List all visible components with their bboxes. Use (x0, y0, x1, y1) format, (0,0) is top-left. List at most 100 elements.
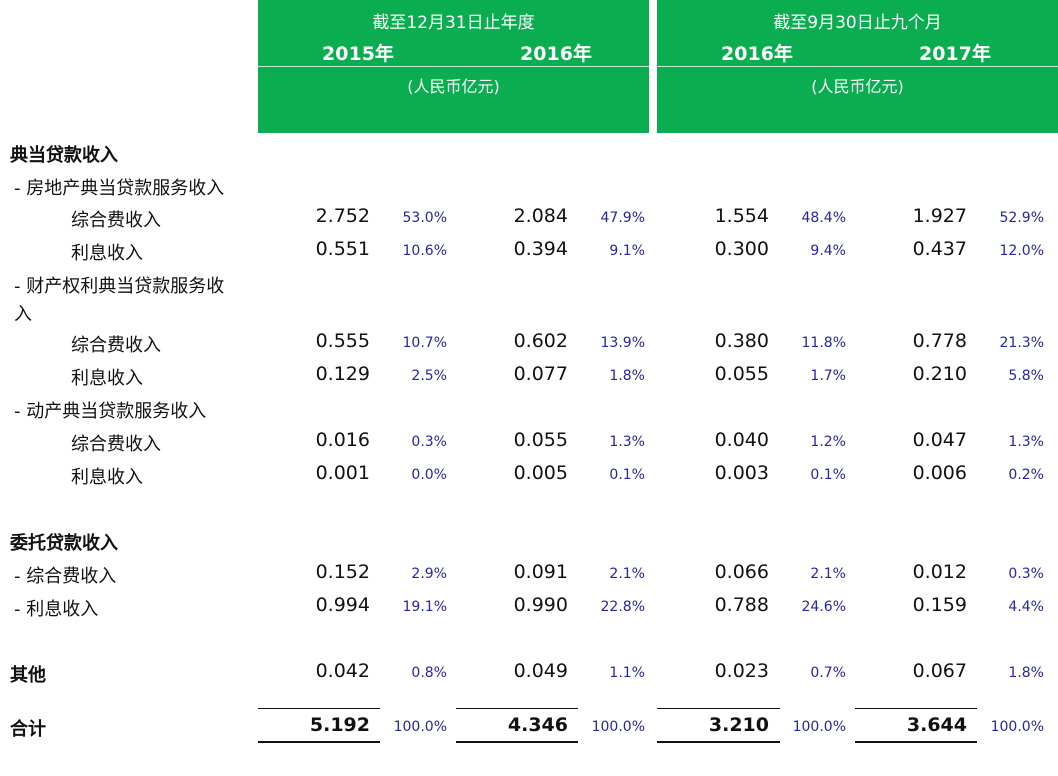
amount-cell: 0.047 (912, 429, 967, 451)
row-label: 利息收入 (71, 368, 143, 389)
amount-cell: 0.394 (513, 238, 568, 260)
row-label: 其他 (10, 665, 46, 686)
percent-cell: 1.7% (810, 368, 846, 384)
amount-cell: 0.152 (315, 561, 370, 583)
row-label: 综合费收入 (71, 210, 161, 231)
amount-cell: 0.042 (315, 660, 370, 682)
percent-cell: 2.1% (609, 566, 645, 582)
amount-cell: 0.380 (714, 330, 769, 352)
amount-cell: 0.551 (315, 238, 370, 260)
percent-cell: 0.2% (1008, 467, 1044, 483)
table-row: 利息收入 0.129 2.5% 0.077 1.8% 0.055 1.7% 0.210 5.8% (0, 358, 1058, 391)
table-row: - 财产权利典当贷款服务收 (0, 266, 1058, 299)
table-row: 利息收入 0.551 10.6% 0.394 9.1% 0.300 9.4% 0.437 12.… (0, 233, 1058, 266)
period-label: 截至12月31日止年度 (372, 13, 535, 33)
table-row: 综合费收入 0.555 10.7% 0.602 13.9% 0.380 11.8% 0.778… (0, 325, 1058, 358)
total-bottom-rule (258, 741, 380, 743)
amount-cell: 0.300 (714, 238, 769, 260)
total-top-rule (456, 708, 578, 709)
amount-cell: 0.091 (513, 561, 568, 583)
amount-cell: 0.012 (912, 561, 967, 583)
percent-cell: 9.1% (609, 243, 645, 259)
amount-cell: 0.210 (912, 363, 967, 385)
amount-cell: 0.994 (315, 594, 370, 616)
year-header: 2017年 (919, 43, 991, 65)
percent-cell: 47.9% (600, 210, 645, 226)
percent-cell: 48.4% (801, 210, 846, 226)
percent-cell: 1.2% (810, 434, 846, 450)
amount-cell: 0.055 (714, 363, 769, 385)
percent-cell: 0.1% (609, 467, 645, 483)
amount-cell: 0.055 (513, 429, 568, 451)
row-label: 综合费收入 (71, 434, 161, 455)
amount-cell: 0.077 (513, 363, 568, 385)
amount-cell: 0.003 (714, 462, 769, 484)
percent-cell: 0.1% (810, 467, 846, 483)
percent-cell: 5.8% (1008, 368, 1044, 384)
amount-cell: 1.554 (714, 205, 769, 227)
header-group-nine-months: 截至9月30日止九个月 2016年 2017年 (人民币亿元) (657, 0, 1058, 133)
percent-cell: 0.3% (1008, 566, 1044, 582)
total-top-rule (258, 708, 380, 709)
percent-cell: 1.8% (609, 368, 645, 384)
total-bottom-rule (855, 741, 977, 743)
table-row: 综合费收入 0.016 0.3% 0.055 1.3% 0.040 1.2% 0.047 1.3… (0, 424, 1058, 457)
percent-cell: 4.4% (1008, 599, 1044, 615)
percent-cell: 9.4% (810, 243, 846, 259)
row-label: 利息收入 (71, 467, 143, 488)
amount-cell: 2.752 (315, 205, 370, 227)
amount-cell: 0.437 (912, 238, 967, 260)
row-label: 入 (14, 304, 32, 325)
amount-cell: 0.001 (315, 462, 370, 484)
table-row: - 房地产典当贷款服务收入 (0, 168, 1058, 201)
total-bottom-rule (456, 741, 578, 743)
row-label: - 利息收入 (14, 599, 99, 620)
amount-cell: 3.210 (708, 714, 769, 736)
percent-cell: 2.9% (411, 566, 447, 582)
percent-cell: 100.0% (591, 719, 645, 735)
amount-cell: 0.040 (714, 429, 769, 451)
header-divider (657, 66, 1058, 67)
amount-cell: 0.602 (513, 330, 568, 352)
amount-cell: 0.066 (714, 561, 769, 583)
amount-cell: 0.016 (315, 429, 370, 451)
unit-label: (人民币亿元) (407, 77, 500, 96)
year-header: 2016年 (520, 43, 592, 65)
row-label: - 动产典当贷款服务收入 (14, 401, 207, 422)
amount-cell: 0.005 (513, 462, 568, 484)
amount-cell: 0.555 (315, 330, 370, 352)
percent-cell: 100.0% (393, 719, 447, 735)
year-header: 2016年 (721, 43, 793, 65)
table-row: 委托贷款收入 (0, 523, 1058, 556)
row-label: 典当贷款收入 (10, 145, 118, 166)
amount-cell: 3.644 (906, 714, 967, 736)
amount-cell: 0.006 (912, 462, 967, 484)
amount-cell: 0.990 (513, 594, 568, 616)
unit-label: (人民币亿元) (811, 77, 904, 96)
amount-cell: 0.023 (714, 660, 769, 682)
percent-cell: 100.0% (990, 719, 1044, 735)
row-label: - 房地产典当贷款服务收入 (14, 178, 225, 199)
percent-cell: 21.3% (999, 335, 1044, 351)
header-divider (258, 66, 649, 67)
percent-cell: 53.0% (402, 210, 447, 226)
percent-cell: 2.5% (411, 368, 447, 384)
row-label: 利息收入 (71, 243, 143, 264)
total-bottom-rule (657, 741, 780, 743)
percent-cell: 22.8% (600, 599, 645, 615)
percent-cell: 13.9% (600, 335, 645, 351)
percent-cell: 2.1% (810, 566, 846, 582)
year-header: 2015年 (322, 43, 394, 65)
total-row: 合计 5.192 100.0% 4.346 100.0% 3.210 100.0% 3.644… (0, 709, 1058, 742)
percent-cell: 1.3% (1008, 434, 1044, 450)
percent-cell: 10.7% (402, 335, 447, 351)
period-label: 截至9月30日止九个月 (773, 13, 942, 33)
percent-cell: 0.0% (411, 467, 447, 483)
percent-cell: 10.6% (402, 243, 447, 259)
percent-cell: 52.9% (999, 210, 1044, 226)
amount-cell: 0.788 (714, 594, 769, 616)
amount-cell: 5.192 (309, 714, 370, 736)
table-row: 其他 0.042 0.8% 0.049 1.1% 0.023 0.7% 0.067 1.8% (0, 655, 1058, 688)
percent-cell: 12.0% (999, 243, 1044, 259)
amount-cell: 0.067 (912, 660, 967, 682)
